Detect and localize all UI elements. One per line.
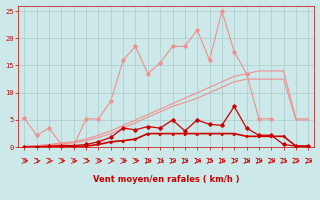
- X-axis label: Vent moyen/en rafales ( km/h ): Vent moyen/en rafales ( km/h ): [93, 175, 240, 184]
